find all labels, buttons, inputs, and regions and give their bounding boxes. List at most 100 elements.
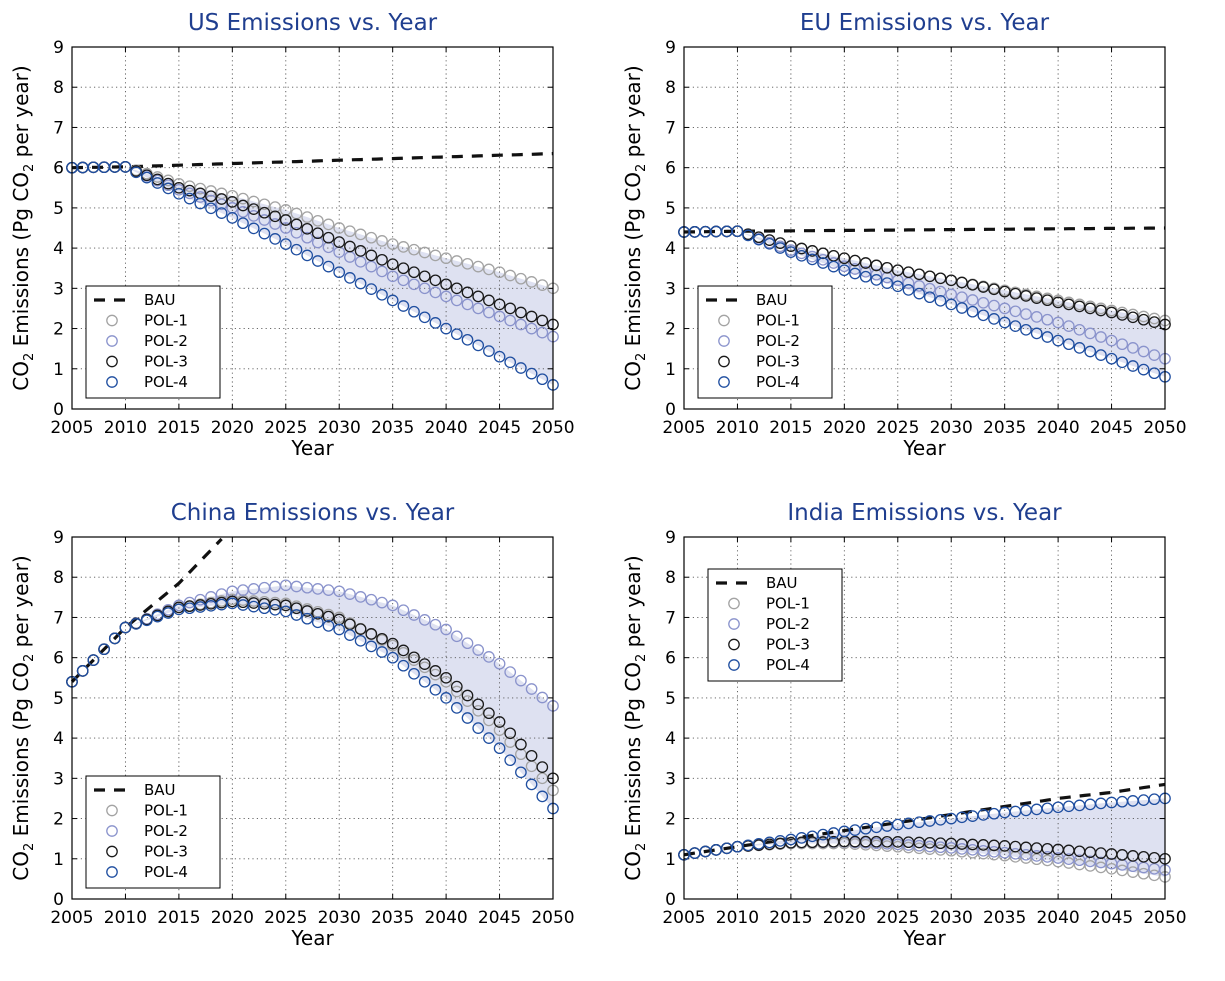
data-point <box>258 198 271 211</box>
data-point <box>849 267 861 280</box>
data-point <box>934 272 947 285</box>
data-point <box>1062 298 1075 311</box>
y-tick-label: 9 <box>665 528 676 548</box>
data-point <box>1052 296 1064 309</box>
data-point <box>226 196 239 208</box>
data-point <box>408 667 420 680</box>
data-point <box>344 240 356 253</box>
data-point <box>344 272 356 284</box>
data-point <box>1041 313 1054 326</box>
data-point <box>354 277 367 290</box>
y-tick-label: 7 <box>665 608 676 628</box>
data-point <box>515 766 527 779</box>
data-point <box>998 302 1011 315</box>
data-point <box>881 261 893 274</box>
data-point <box>215 193 228 205</box>
data-point <box>279 599 292 612</box>
data-point <box>483 732 495 744</box>
policy-range-band <box>684 798 1165 877</box>
data-point <box>515 738 527 751</box>
x-tick-label: 2030 <box>930 418 973 438</box>
y-tick-label: 1 <box>53 360 64 380</box>
data-point <box>376 265 388 278</box>
data-point <box>859 270 872 283</box>
x-tick-label: 2050 <box>531 418 574 438</box>
data-point <box>504 269 517 282</box>
data-point <box>461 286 474 299</box>
legend-entry-label: POL-2 <box>766 615 810 633</box>
data-point <box>386 258 399 271</box>
data-point <box>365 283 378 295</box>
data-point <box>461 257 474 270</box>
x-tick-label: 2005 <box>50 908 93 928</box>
data-point <box>1009 320 1022 332</box>
data-point <box>1105 334 1118 347</box>
data-point <box>945 298 958 311</box>
data-point <box>998 316 1011 329</box>
data-point <box>215 207 228 219</box>
legend-entry-label: POL-3 <box>144 843 188 861</box>
data-point <box>934 285 947 298</box>
data-point <box>536 373 549 386</box>
data-point <box>87 654 100 666</box>
legend-entry-label: POL-4 <box>144 373 188 391</box>
x-tick-label: 2035 <box>371 418 414 438</box>
x-axis-label: Year <box>290 436 334 460</box>
data-point <box>1116 309 1129 321</box>
series-pol-4 <box>66 597 559 815</box>
x-tick-label: 2020 <box>211 908 254 928</box>
data-point <box>1105 306 1118 319</box>
data-point <box>450 255 463 267</box>
data-point <box>429 665 442 677</box>
y-axis-label: CO2 Emissions (Pg CO2 per year) <box>9 555 37 880</box>
series-pol-4 <box>678 792 1171 861</box>
data-point <box>386 294 399 307</box>
data-point <box>472 704 485 717</box>
data-point <box>988 299 1000 312</box>
data-point <box>386 637 399 650</box>
data-point <box>301 211 314 223</box>
data-point <box>1137 313 1150 326</box>
data-point <box>344 588 356 600</box>
data-point <box>1073 323 1086 336</box>
data-point <box>742 229 754 242</box>
data-point <box>365 249 378 262</box>
data-point <box>205 185 217 197</box>
data-point <box>279 605 292 618</box>
data-point <box>1127 311 1139 324</box>
data-point <box>408 305 420 318</box>
data-point <box>891 280 904 293</box>
legend-entry-label: POL-2 <box>144 332 188 350</box>
y-tick-label: 7 <box>665 118 676 138</box>
series-line-bau <box>683 226 1165 234</box>
x-tick-label: 2050 <box>1143 418 1186 438</box>
data-point <box>98 643 110 656</box>
data-point <box>998 285 1011 298</box>
data-point <box>902 284 915 296</box>
y-tick-label: 1 <box>665 360 676 380</box>
x-tick-label: 2020 <box>823 908 866 928</box>
data-point <box>226 212 239 224</box>
data-point <box>408 651 420 664</box>
data-point <box>397 274 410 287</box>
data-point <box>881 277 893 289</box>
x-tick-label: 2045 <box>1090 908 1133 928</box>
data-point <box>429 274 442 287</box>
data-point <box>376 235 388 247</box>
data-point <box>397 300 410 312</box>
india-emissions-chart: India Emissions vs. Year 2005 2010 2015 2020… <box>612 490 1224 980</box>
data-point <box>1116 356 1129 369</box>
data-point <box>838 264 851 277</box>
y-tick-label: 8 <box>53 78 64 98</box>
x-tick-label: 2040 <box>424 908 467 928</box>
data-point <box>205 202 217 215</box>
data-point <box>461 333 474 346</box>
series-line-bau <box>70 537 223 683</box>
data-point <box>162 607 175 619</box>
data-point <box>1062 320 1075 332</box>
y-tick-label: 3 <box>53 279 64 299</box>
data-point <box>461 637 474 650</box>
